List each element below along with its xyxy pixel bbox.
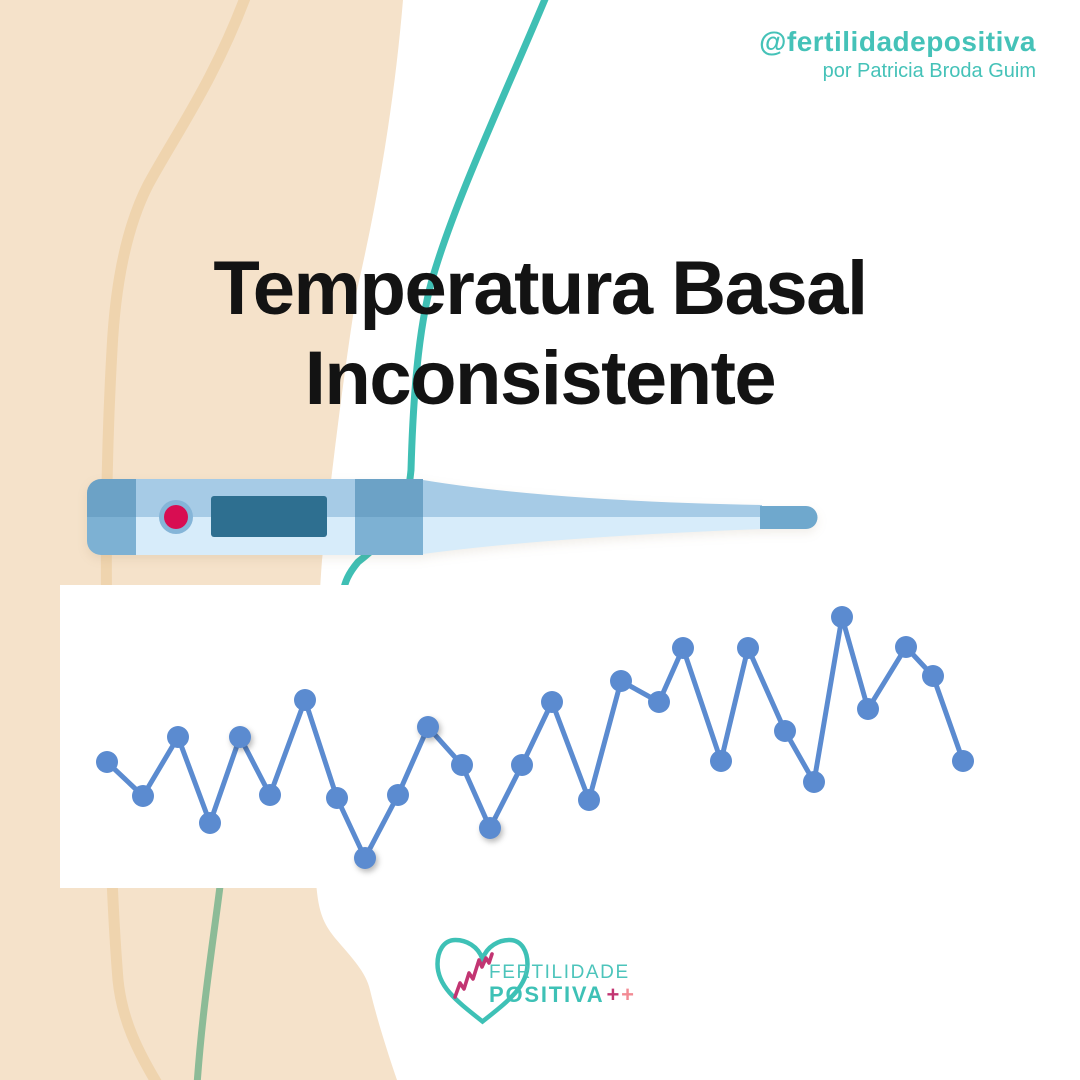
- thermometer-probe-top: [423, 480, 762, 517]
- thermometer-tip: [760, 506, 818, 529]
- pulse-line-icon: [453, 952, 494, 999]
- logo-text-positiva-word: POSITIVA: [489, 982, 604, 1007]
- author-byline: por Patricia Broda Guim: [822, 60, 1036, 82]
- logo-plus-pink: +: [606, 982, 621, 1007]
- heart-icon: [435, 937, 530, 1025]
- title-line-2: Inconsistente: [304, 336, 777, 421]
- header-credit: @fertilidadepositiva por Patricia Broda …: [759, 26, 1036, 84]
- thermometer-probe-bottom: [423, 517, 762, 554]
- thermometer-button: [164, 505, 188, 529]
- title-line-1: Temperatura Basal: [213, 246, 868, 331]
- brand-logo: FERTILIDADE POSITIVA++: [435, 937, 636, 1025]
- thermometer-illustration: [87, 479, 818, 555]
- chart-card: [60, 585, 1018, 888]
- thermometer-display: [211, 496, 327, 537]
- thermometer-cap-bottom: [87, 517, 138, 555]
- instagram-handle: @fertilidadepositiva: [759, 26, 1036, 57]
- thermometer-band-top: [355, 479, 423, 517]
- logo-plus-salmon: +: [621, 982, 636, 1007]
- logo-text-fertilidade: FERTILIDADE: [489, 962, 630, 983]
- logo-text-positiva: POSITIVA++: [489, 982, 636, 1007]
- thermometer-band-bottom: [355, 517, 423, 555]
- page-title: Temperatura Basal Inconsistente: [0, 244, 1080, 424]
- teal-curve-bottom-segment: [193, 866, 226, 1080]
- thermometer-cap-top: [87, 479, 138, 517]
